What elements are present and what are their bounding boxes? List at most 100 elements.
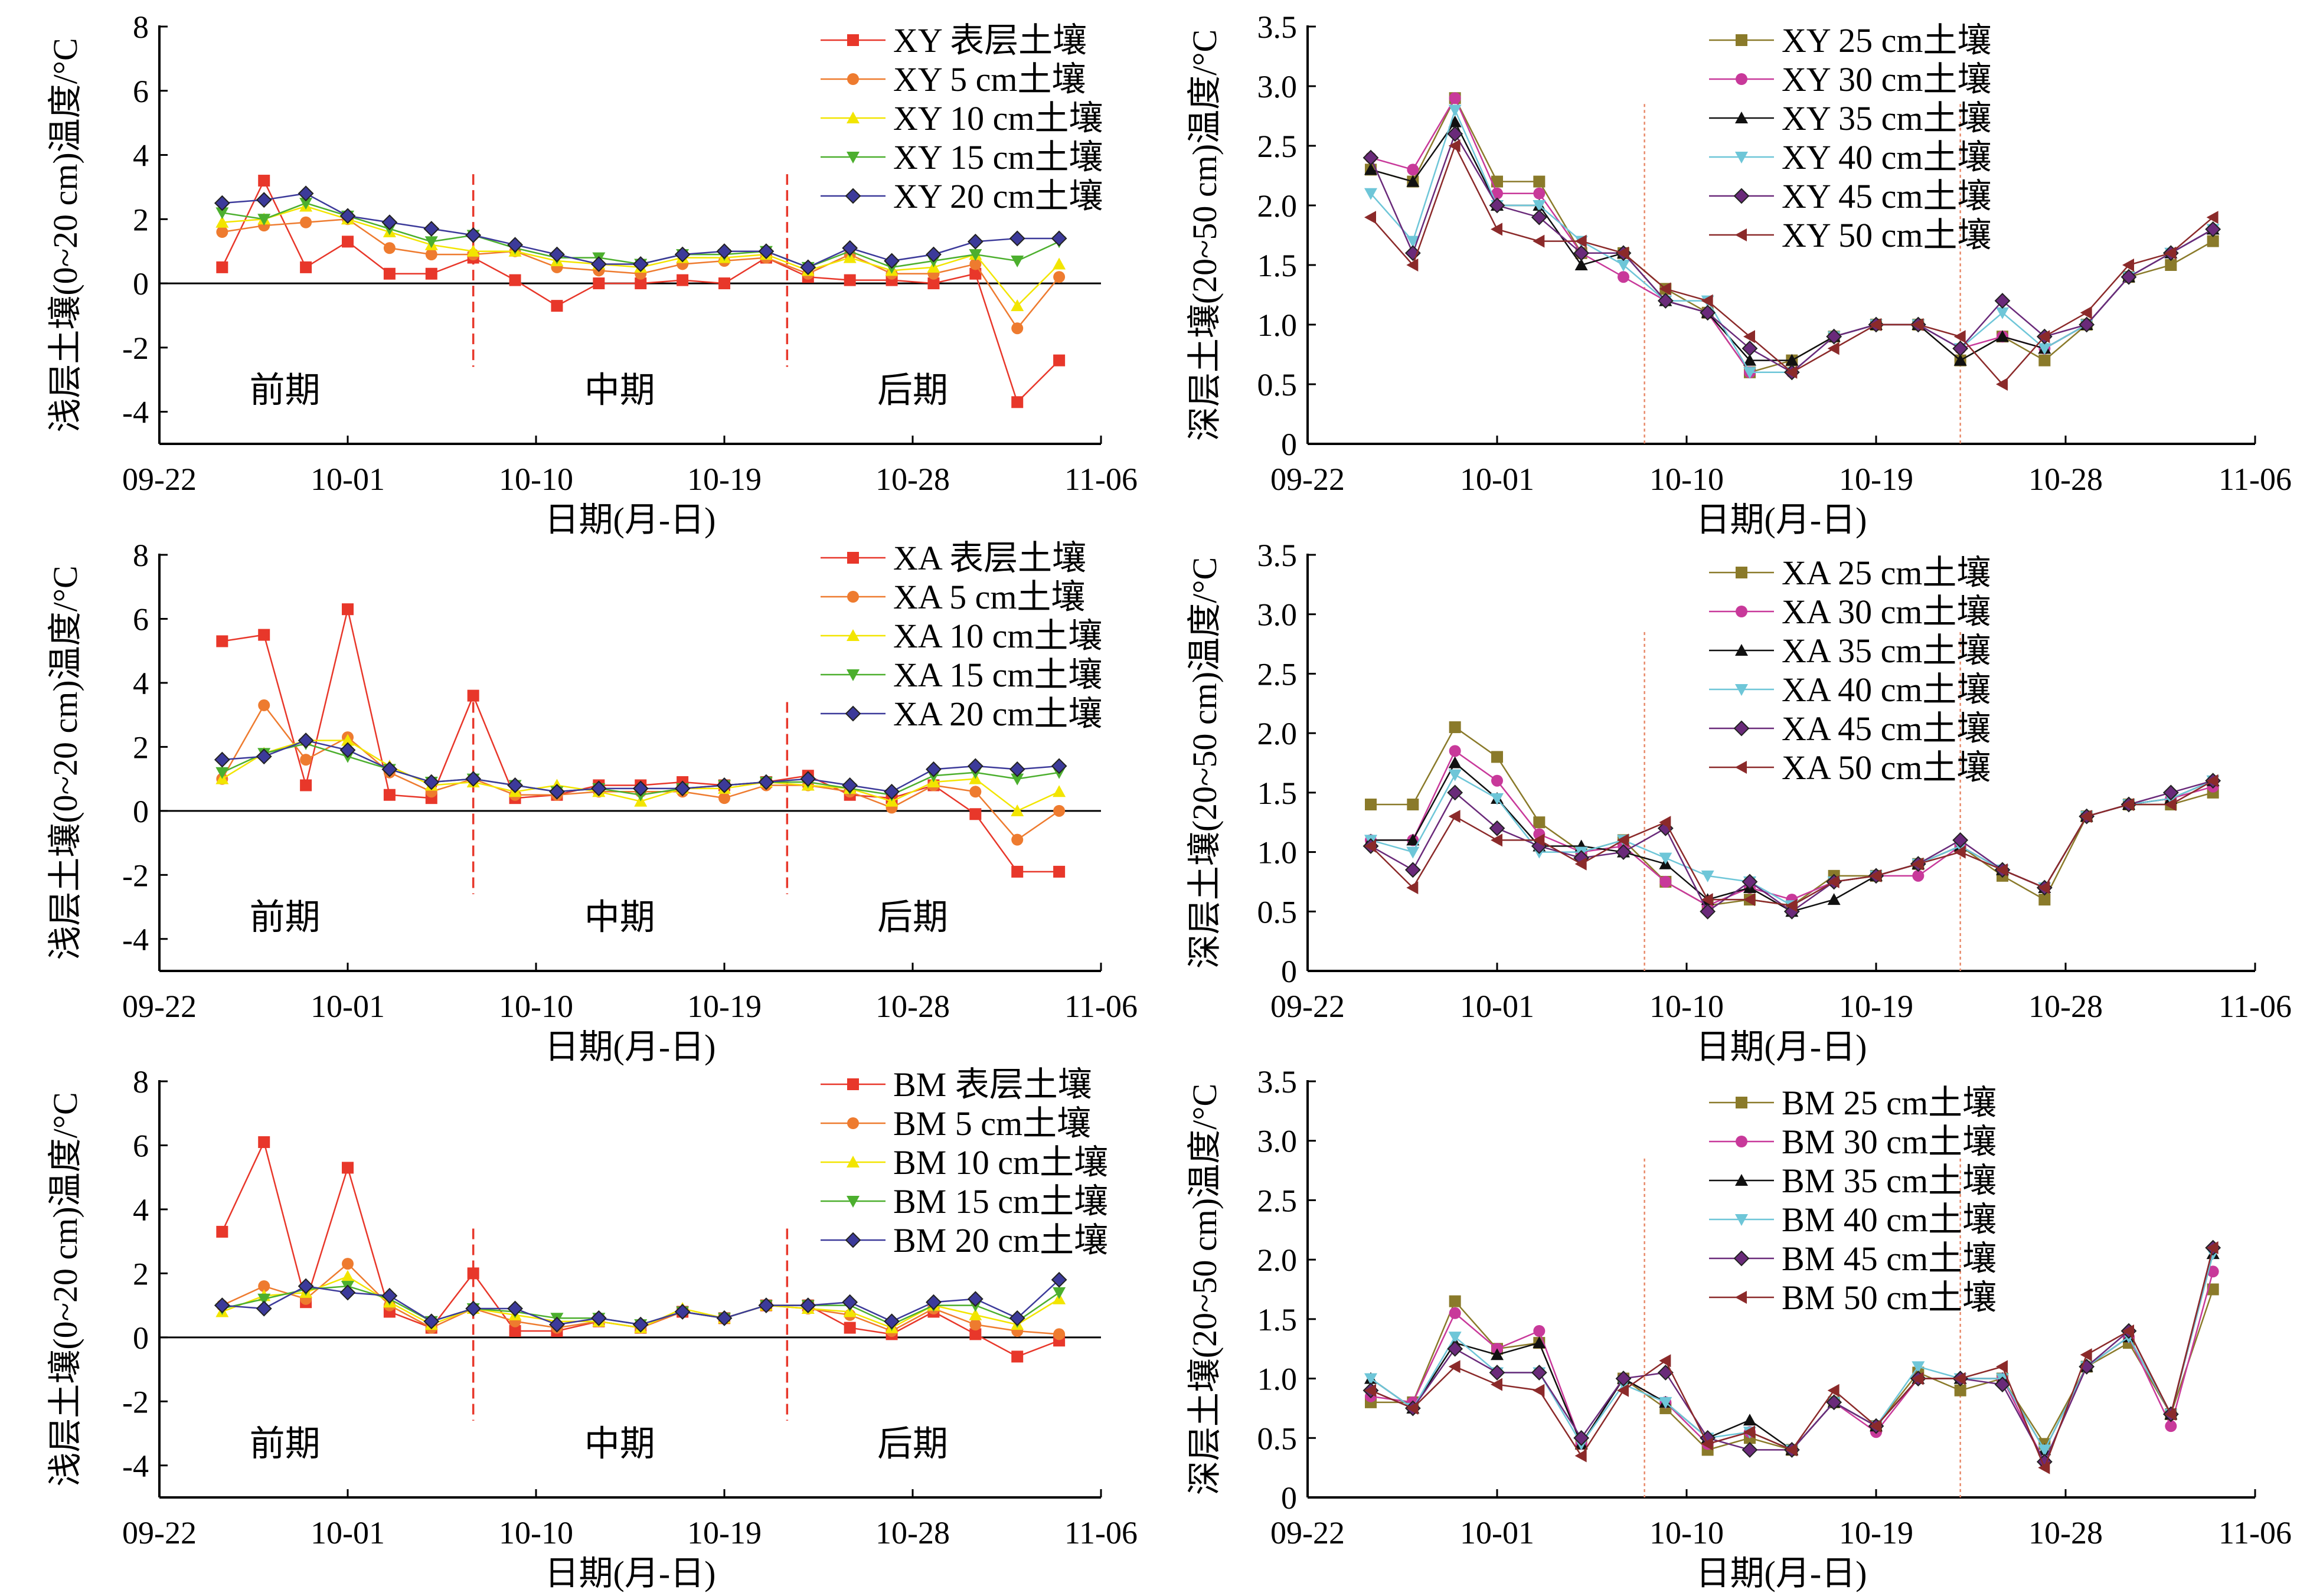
data-point	[590, 256, 607, 272]
data-point	[1489, 197, 1505, 214]
data-point	[551, 300, 563, 312]
data-point	[342, 1162, 354, 1174]
data-point	[1996, 378, 2008, 391]
data-point	[758, 1297, 775, 1314]
period-label: 后期	[877, 371, 948, 410]
legend-marker	[1733, 720, 1750, 737]
data-point	[842, 777, 858, 793]
legend-marker	[1735, 1174, 1748, 1186]
legend-label: XY 10 cm土壤	[893, 99, 1103, 138]
legend-marker	[847, 591, 859, 603]
legend-label: XA 35 cm土壤	[1782, 632, 1991, 670]
data-point	[1489, 1365, 1505, 1381]
x-tick-label: 10-10	[499, 1515, 573, 1551]
data-point	[1743, 893, 1755, 907]
data-point	[1826, 1394, 1842, 1411]
data-point	[1364, 1373, 1377, 1385]
y-tick-label: -2	[122, 331, 149, 366]
x-tick-label: 10-10	[1649, 462, 1724, 497]
period-label: 后期	[877, 1425, 948, 1464]
data-point	[1617, 833, 1629, 847]
legend-label: BM 25 cm土壤	[1782, 1084, 1997, 1122]
y-tick-label: -4	[122, 1448, 149, 1484]
data-point	[1531, 209, 1547, 225]
data-point	[1912, 1372, 1924, 1385]
data-point	[1996, 1360, 2008, 1373]
y-tick-label: 0.5	[1257, 367, 1298, 403]
chart-xy-shallow: -4 -2 0 2 4 6 8 09-22 10-01 10-10 10-19 10-28 11-06 日…	[46, 9, 1138, 539]
data-point	[927, 277, 940, 290]
y-tick-label: 0	[1281, 954, 1297, 989]
data-point	[300, 779, 312, 792]
legend-label: XA 10 cm土壤	[893, 617, 1102, 655]
legend-label: BM 5 cm土壤	[893, 1104, 1091, 1143]
data-point	[1785, 899, 1798, 913]
x-tick-label: 10-28	[2028, 462, 2103, 497]
data-point	[969, 808, 982, 820]
data-point	[215, 767, 229, 779]
legend-label: BM 15 cm土壤	[893, 1182, 1108, 1221]
y-tick-label: 4	[133, 666, 149, 701]
data-point	[299, 198, 313, 210]
x-tick-label: 10-28	[2028, 989, 2103, 1024]
data-point	[1826, 328, 1842, 345]
period-label: 前期	[250, 371, 321, 410]
data-point	[1954, 1384, 1966, 1396]
data-point	[1912, 869, 1925, 882]
data-point	[1870, 869, 1881, 882]
data-point	[2080, 306, 2092, 319]
data-point	[1448, 756, 1462, 768]
y-tick-label: 1.0	[1257, 1362, 1298, 1397]
data-point	[549, 1316, 565, 1333]
data-point	[2079, 316, 2095, 333]
x-axis-label: 日期(月-日)	[1696, 501, 1867, 539]
y-tick-label: -4	[122, 922, 149, 957]
data-point	[2038, 343, 2051, 355]
y-axis-label: 深层土壤(20~50 cm)温度/°C	[1185, 1084, 1224, 1495]
y-tick-label: 1.0	[1257, 835, 1298, 871]
y-tick-label: -2	[122, 1384, 149, 1420]
y-tick-label: 3.5	[1257, 1064, 1298, 1100]
data-point	[2164, 246, 2177, 260]
legend-label: XA 表层土壤	[893, 539, 1086, 577]
data-point	[884, 783, 900, 800]
data-point	[1701, 294, 1713, 308]
legend-marker	[847, 73, 859, 85]
y-tick-label: 0	[133, 794, 149, 829]
legend-marker	[1736, 606, 1747, 617]
y-tick-label: 8	[133, 9, 149, 45]
data-point	[1659, 875, 1672, 888]
y-tick-label: 0	[1281, 427, 1297, 462]
data-point	[1785, 1443, 1798, 1457]
data-point	[632, 256, 649, 272]
y-tick-label: 2	[133, 202, 149, 237]
data-point	[800, 1297, 816, 1314]
data-point	[716, 243, 733, 260]
data-point	[844, 274, 856, 286]
legend-label: BM 45 cm土壤	[1782, 1239, 1997, 1278]
legend-marker	[847, 669, 860, 681]
data-point	[2206, 1241, 2218, 1254]
data-point	[1827, 342, 1839, 355]
data-point	[1009, 230, 1025, 247]
y-tick-label: 1.0	[1257, 308, 1298, 343]
data-point	[1531, 1365, 1547, 1381]
period-label: 前期	[250, 898, 321, 937]
data-point	[2122, 798, 2134, 811]
data-point	[1364, 211, 1376, 224]
data-point	[215, 215, 229, 228]
data-point	[1491, 793, 1504, 805]
data-point	[758, 774, 775, 790]
data-point	[1448, 1332, 1462, 1344]
data-point	[635, 277, 647, 290]
data-point	[1870, 318, 1881, 331]
legend-label: XY 20 cm土壤	[893, 177, 1103, 215]
data-point	[1491, 1378, 1502, 1391]
data-point	[1406, 833, 1420, 846]
legend-label: XY 5 cm土壤	[893, 60, 1086, 99]
data-point	[758, 243, 775, 260]
legend-label: XY 40 cm土壤	[1782, 138, 1991, 176]
data-point	[884, 253, 900, 269]
x-tick-label: 09-22	[122, 989, 197, 1024]
legend-marker	[1735, 1214, 1748, 1226]
